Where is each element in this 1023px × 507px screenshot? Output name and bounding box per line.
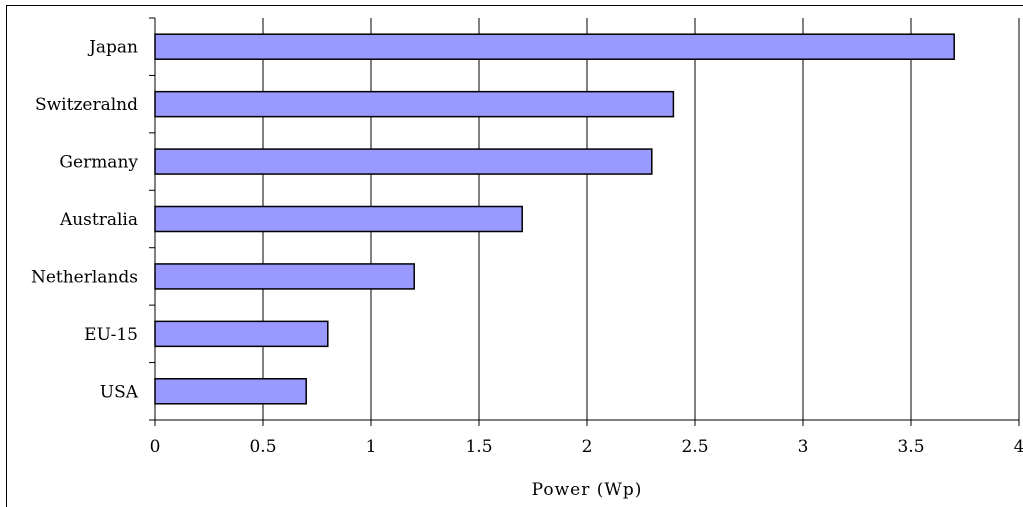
bar bbox=[154, 148, 653, 175]
category-label: Germany bbox=[59, 153, 138, 173]
axes bbox=[149, 17, 1020, 426]
category-label: EU-15 bbox=[84, 325, 138, 345]
category-label: Netherlands bbox=[31, 267, 138, 287]
bar bbox=[154, 320, 329, 348]
x-tick-label: 2.5 bbox=[681, 437, 708, 457]
x-axis-title: Power (Wp) bbox=[532, 480, 643, 500]
bar bbox=[154, 378, 307, 405]
x-tick-label: 1.5 bbox=[465, 437, 492, 457]
category-label: Japan bbox=[87, 38, 138, 58]
category-label: Australia bbox=[59, 210, 138, 230]
bar bbox=[154, 90, 675, 118]
x-tick-label: 1 bbox=[366, 437, 377, 457]
chart-frame bbox=[6, 5, 1023, 507]
x-tick-label: 3.5 bbox=[897, 437, 924, 457]
labels: Japan Switzeralnd Germany Australia Netherla… bbox=[31, 38, 1023, 457]
bar bbox=[154, 205, 523, 233]
category-label: USA bbox=[100, 382, 139, 402]
x-tick-label: 2 bbox=[582, 437, 593, 457]
x-tick-label: 0.5 bbox=[249, 437, 276, 457]
bars bbox=[154, 33, 955, 405]
x-tick-label: 4 bbox=[1014, 437, 1023, 457]
bar bbox=[154, 33, 955, 60]
x-tick-label: 3 bbox=[798, 437, 809, 457]
bar bbox=[154, 263, 415, 290]
x-tick-label: 0 bbox=[150, 437, 161, 457]
category-label: Switzeralnd bbox=[35, 95, 138, 115]
